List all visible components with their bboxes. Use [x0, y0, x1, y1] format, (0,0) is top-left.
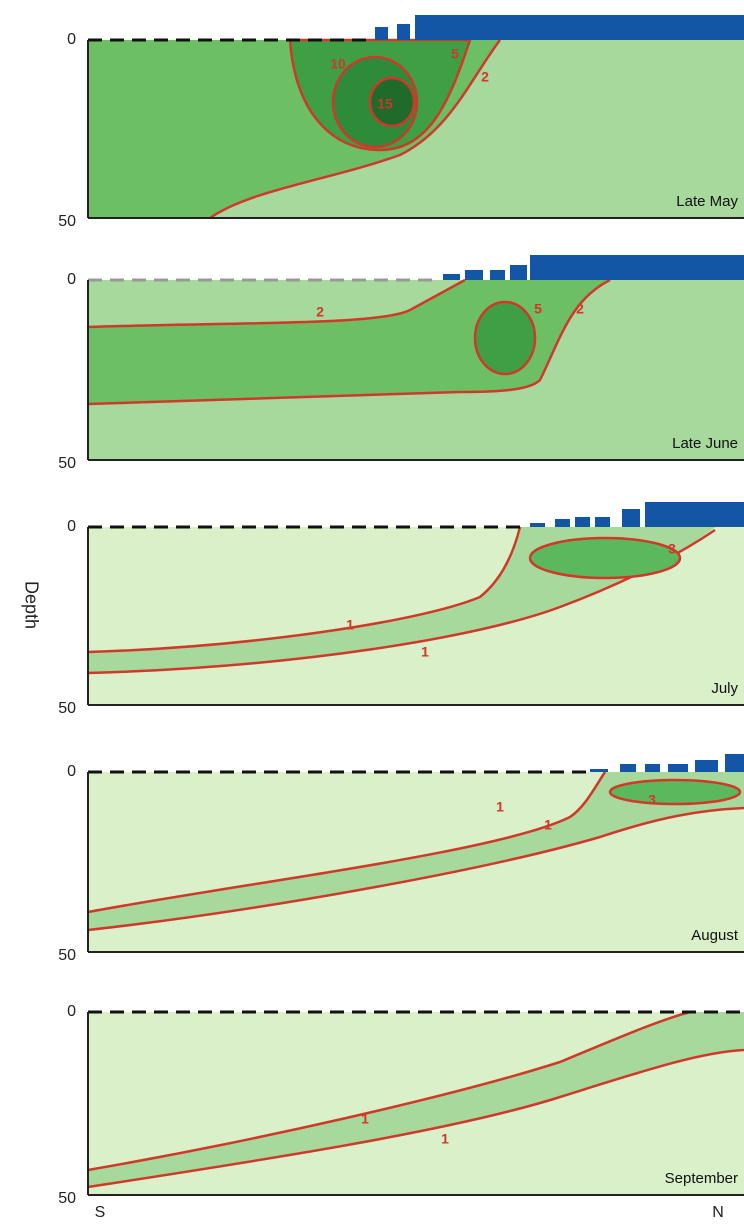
contour-label: 1: [346, 617, 354, 633]
contour-label: 1: [421, 644, 429, 660]
y-tick-label: 0: [67, 271, 76, 288]
panel-label: Late June: [672, 435, 738, 452]
contour-label: 2: [316, 304, 324, 320]
panel-label: Late May: [676, 193, 738, 210]
y-tick-label: 0: [67, 518, 76, 535]
contour-label: 3: [648, 792, 656, 808]
panel: 0 50 2 5 2 Late June: [58, 255, 744, 472]
panel: 0 50 1 1 September: [58, 1003, 744, 1207]
contour-label: 1: [544, 817, 552, 833]
contour-label: 1: [361, 1111, 369, 1127]
panel-label: August: [691, 927, 739, 944]
panel: 0 50 1 1 3 July: [58, 502, 744, 717]
y-tick-label: 50: [58, 947, 76, 964]
y-tick-label: 50: [58, 700, 76, 717]
contour-label: 2: [576, 301, 584, 317]
contour-label: 1: [496, 799, 504, 815]
y-tick-label: 50: [58, 455, 76, 472]
panel-label: September: [665, 1170, 738, 1187]
panel: 0 50 1 1 3 August: [58, 754, 744, 964]
y-tick-label: 50: [58, 213, 76, 230]
panel-label: July: [711, 680, 738, 697]
contour-label: 2: [481, 69, 489, 85]
contour-label: 3: [668, 541, 676, 557]
y-tick-label: 0: [67, 1003, 76, 1020]
y-tick-label: 0: [67, 31, 76, 48]
contour-label: 5: [451, 46, 459, 62]
north-label: N: [712, 1204, 724, 1221]
contour-label: 15: [377, 96, 393, 112]
panel: 0 50 10 5 2 15 Late May: [58, 15, 744, 230]
y-tick-label: 50: [58, 1190, 76, 1207]
y-axis-label: Depth: [21, 581, 41, 629]
contour-label: 1: [441, 1131, 449, 1147]
contour-label: 5: [534, 301, 542, 317]
south-label: S: [95, 1204, 106, 1221]
y-tick-label: 0: [67, 763, 76, 780]
contour-label: 10: [330, 56, 346, 72]
